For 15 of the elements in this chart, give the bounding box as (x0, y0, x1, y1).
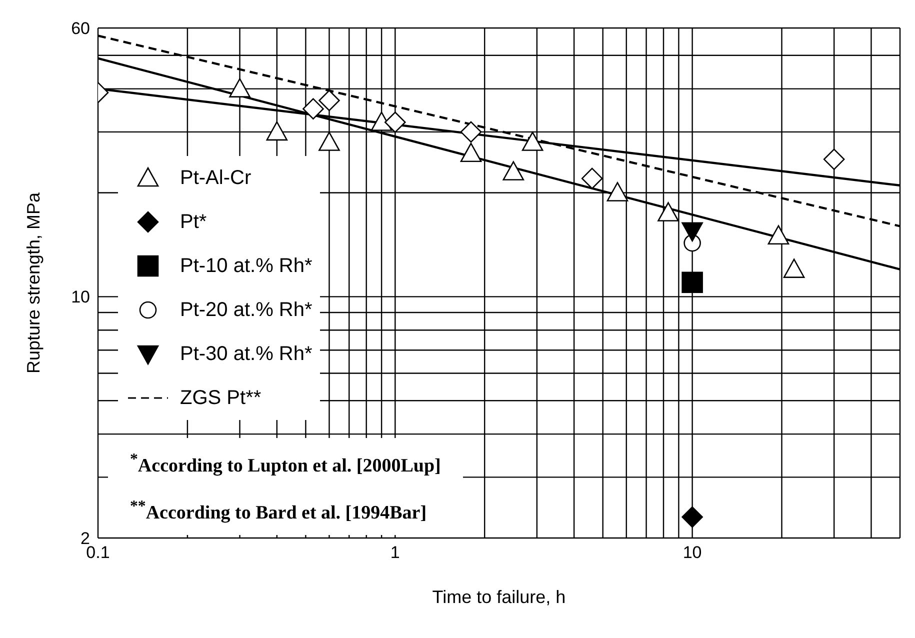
legend-label: Pt-10 at.% Rh* (180, 254, 312, 278)
x-axis-title: Time to failure, h (432, 587, 566, 607)
y-tick-label: 10 (71, 288, 90, 307)
y-axis-title: Rupture strength, MPa (23, 191, 44, 374)
legend-label: Pt* (180, 210, 207, 234)
legend-label: Pt-20 at.% Rh* (180, 298, 312, 322)
y-tick-label: 60 (71, 19, 90, 38)
legend-label: ZGS Pt** (180, 386, 262, 410)
annotation: $^{**}$According to Bard et al. [1994Bar] (130, 496, 428, 525)
x-tick-label: 0.1 (86, 543, 110, 562)
x-tick-label: 1 (390, 543, 400, 562)
annotation: $^{*}$According to Lupton et al. [2000Lup] (130, 450, 441, 479)
legend-label: Pt-Al-Cr (180, 166, 252, 190)
x-tick-label: 10 (682, 543, 702, 562)
legend-label: Pt-30 at.% Rh* (180, 342, 312, 366)
